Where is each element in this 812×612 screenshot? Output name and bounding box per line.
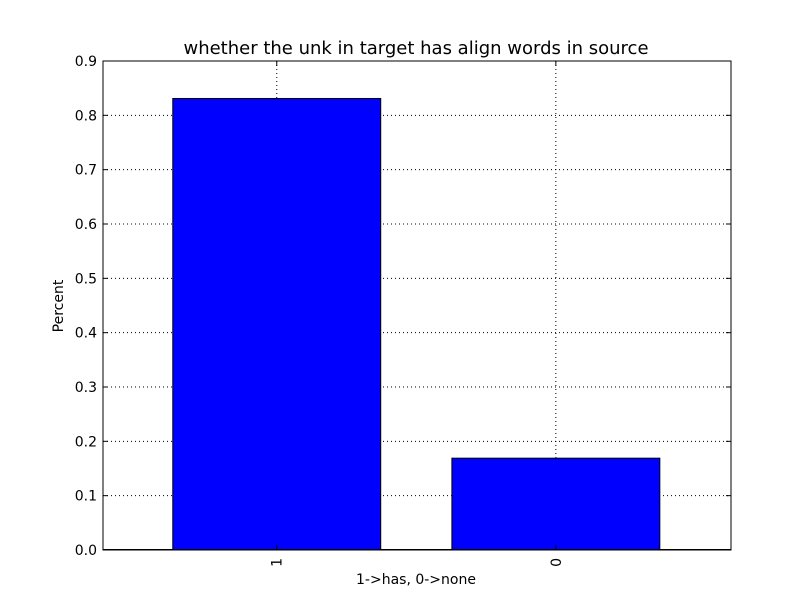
y-axis-label: Percent [51,279,67,332]
y-tick-label: 0.7 [75,163,97,179]
y-tick-label: 0.8 [75,108,97,124]
plot-frame [102,60,732,551]
y-tick-label: 0.6 [75,217,97,233]
y-tick-label: 0.2 [75,434,97,450]
y-tick-label: 0.0 [75,543,97,559]
bar-1 [172,97,382,551]
y-tick-label: 0.9 [75,54,97,70]
y-tick-label: 0.5 [75,271,97,287]
y-tick-label: 0.3 [75,380,97,396]
x-tick-label: 0 [549,558,565,567]
plot-area: 0.0 0.1 0.2 0.3 0.4 0.5 0.6 0.7 0.8 0.9 1 0 [75,54,732,567]
chart-title: whether the unk in target has align word… [183,38,648,59]
x-tick-label: 1 [270,558,286,567]
y-tick-label: 0.4 [75,326,97,342]
x-axis-label: 1->has, 0->none [356,572,476,588]
y-tick-label: 0.1 [75,489,97,505]
bar-0 [451,457,661,551]
